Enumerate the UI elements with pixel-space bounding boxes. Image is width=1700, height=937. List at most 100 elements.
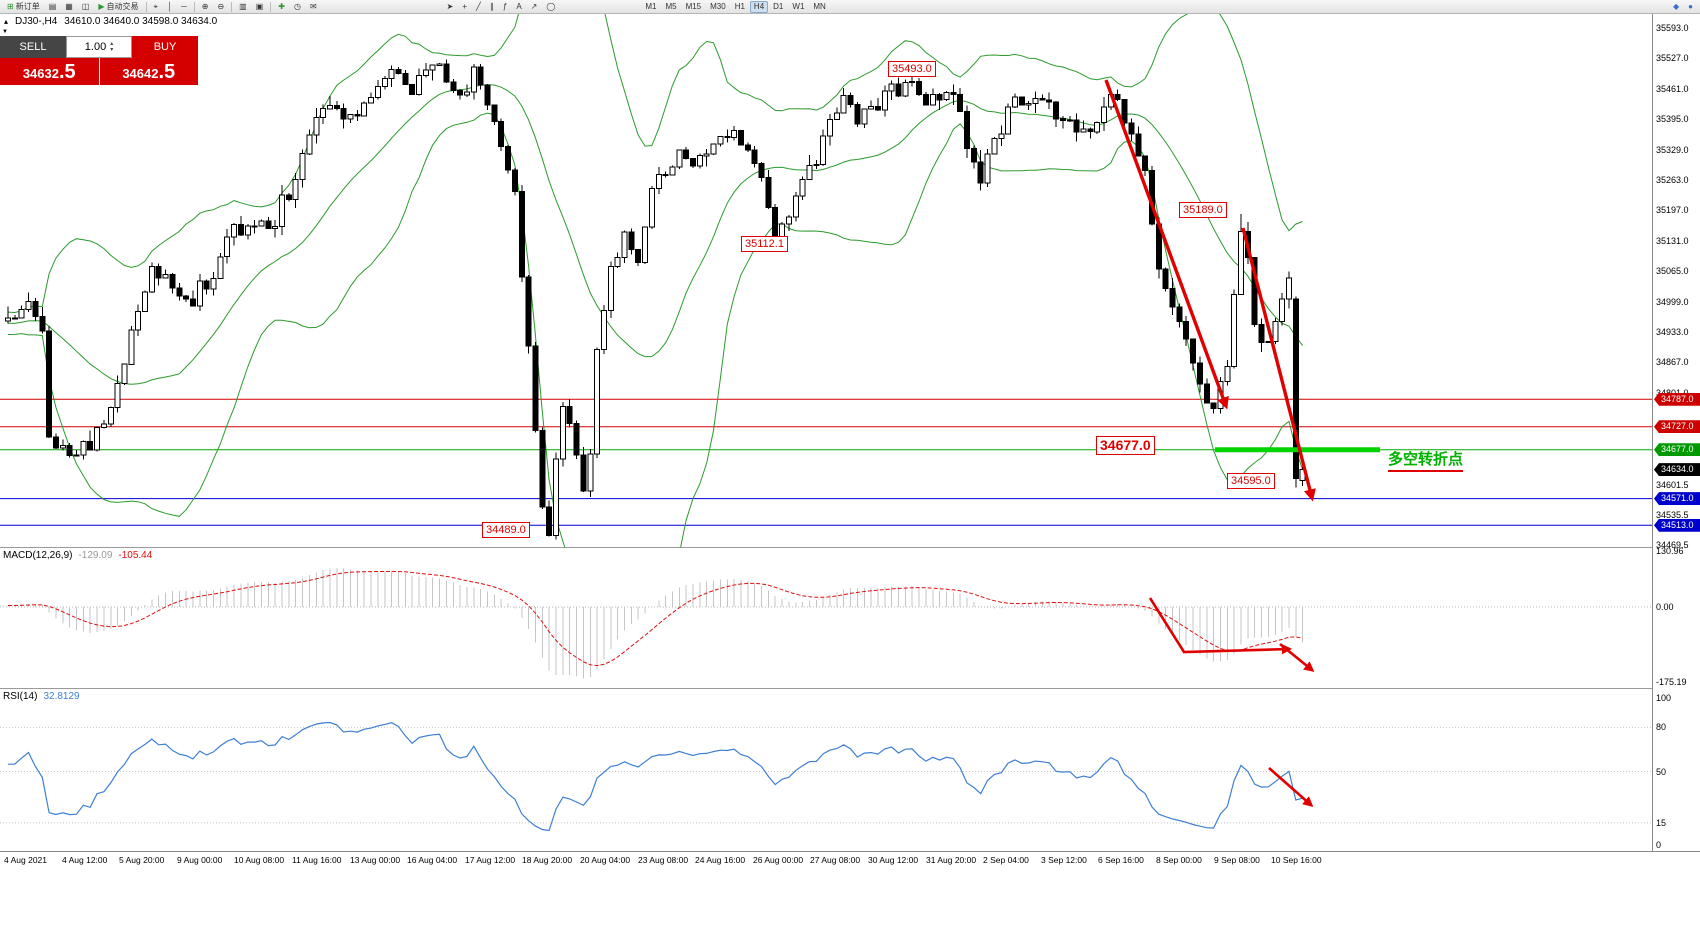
- price-axis[interactable]: 35593.0 35527.0 35461.0 35395.0 35329.0 35263…: [1652, 14, 1700, 851]
- cursor-tool-icon[interactable]: ➤: [443, 1, 458, 13]
- help-icon[interactable]: ●: [1684, 1, 1697, 13]
- zoom-out-icon[interactable]: ⊖: [213, 1, 228, 13]
- zoom-in-icon[interactable]: ⊕: [198, 1, 213, 13]
- mailbox-icon[interactable]: ✉: [306, 1, 321, 13]
- bollinger-upper-band: [7, 14, 1303, 314]
- data-window-icon-glyph: ▦: [65, 1, 73, 11]
- time-label: 23 Aug 08:00: [638, 855, 689, 865]
- cascade-windows-icon-glyph: ▣: [255, 1, 264, 11]
- alerts-icon[interactable]: ◷: [290, 1, 305, 13]
- price-tick-label: 34469.5: [1656, 540, 1689, 551]
- pane-divider[interactable]: [0, 547, 1700, 548]
- zoom-out-icon-glyph: ⊖: [217, 1, 225, 11]
- arrow-tool-icon[interactable]: ↗: [527, 1, 542, 13]
- macd-arrow: [1279, 642, 1315, 672]
- time-label: 3 Sep 12:00: [1041, 855, 1087, 865]
- sell-price-display[interactable]: 34632.5: [0, 58, 99, 85]
- add-indicator-icon-glyph: ✚: [278, 1, 285, 11]
- timeframe-m5[interactable]: M5: [661, 1, 680, 13]
- time-label: 13 Aug 00:00: [350, 855, 401, 865]
- buy-button[interactable]: BUY: [132, 36, 198, 58]
- price-chart-pane[interactable]: [0, 14, 1652, 547]
- time-label: 16 Aug 04:00: [407, 855, 458, 865]
- volume-spinner[interactable]: ▴ ▾: [110, 41, 113, 53]
- new-order-button[interactable]: ⊞ 新订单: [3, 1, 44, 13]
- timeframe-h1[interactable]: H1: [731, 1, 749, 13]
- price-tick-label: 35263.0: [1656, 175, 1689, 185]
- vertical-line-icon[interactable]: │: [163, 1, 176, 13]
- time-label: 31 Aug 20:00: [926, 855, 977, 865]
- price-tag: 34634.0: [1654, 463, 1700, 477]
- cascade-windows-icon[interactable]: ▣: [252, 1, 268, 13]
- trend-arrow: [1241, 227, 1316, 502]
- navigator-icon[interactable]: ◫: [78, 1, 94, 13]
- timeframe-d1[interactable]: D1: [769, 1, 787, 13]
- toolbar-separator: [270, 1, 272, 12]
- text-tool-icon[interactable]: A: [512, 1, 525, 13]
- trendline-tool-icon[interactable]: ╱: [472, 1, 485, 13]
- macd-title: MACD(12,26,9): [3, 550, 73, 561]
- autotrading-button-label: 自动交易: [106, 2, 139, 11]
- macd-signal-line: [8, 570, 1303, 667]
- price-tick-label: 35593.0: [1656, 23, 1689, 33]
- macd-indicator-pane[interactable]: [0, 547, 1652, 688]
- macd-axis-label: 0.00: [1656, 602, 1674, 612]
- volume-field[interactable]: 1.00 ▴ ▾: [66, 36, 132, 58]
- timeframe-mn[interactable]: MN: [809, 1, 829, 13]
- rsi-axis-label: 100: [1656, 693, 1672, 703]
- autotrading-button-glyph: ▶: [98, 1, 105, 11]
- one-click-trading-widget: SELL 1.00 ▴ ▾ BUY 34632.5 34642.5: [0, 36, 198, 85]
- timeframe-h4[interactable]: H4: [749, 0, 769, 13]
- timeframe-m1-label: M1: [645, 2, 657, 11]
- macd-main-value: -129.09: [78, 550, 113, 561]
- timeframe-m15[interactable]: M15: [682, 1, 706, 13]
- market-watch-icon[interactable]: ▤: [45, 1, 61, 13]
- macd-axis-label: -175.19: [1656, 676, 1687, 687]
- macd-histogram: [7, 568, 1304, 679]
- sell-button[interactable]: SELL: [0, 36, 66, 58]
- panel-icon-left[interactable]: ◆: [1669, 1, 1683, 13]
- time-label: 8 Sep 00:00: [1156, 855, 1202, 865]
- tile-windows-icon[interactable]: ▥: [235, 1, 251, 13]
- price-annotation-box: 35189.0: [1179, 202, 1227, 218]
- rsi-axis-label: 80: [1656, 722, 1667, 733]
- time-axis[interactable]: 4 Aug 2021 4 Aug 12:00 5 Aug 20:00 9 Aug 00…: [0, 851, 1700, 867]
- buy-price-display[interactable]: 34642.5: [99, 58, 198, 85]
- pane-divider[interactable]: [0, 688, 1700, 689]
- data-window-icon[interactable]: ▦: [61, 1, 77, 13]
- channel-tool-icon[interactable]: ∥: [486, 1, 498, 13]
- rsi-indicator-pane[interactable]: [0, 688, 1652, 851]
- macd-signal-value: -105.44: [118, 550, 153, 561]
- autotrading-button[interactable]: ▶ 自动交易: [94, 1, 142, 13]
- timeframe-m1[interactable]: M1: [641, 1, 660, 13]
- crosshair-tool-icon[interactable]: +: [458, 1, 471, 13]
- add-indicator-icon[interactable]: ✚: [274, 1, 289, 13]
- crosshair-mode-icon-glyph: ⌖: [153, 1, 159, 11]
- price-annotation-box: 34489.0: [482, 522, 530, 538]
- timeframe-m30[interactable]: M30: [706, 1, 730, 13]
- one-click-collapse-icon[interactable]: ▼: [2, 29, 8, 35]
- macd-label: MACD(12,26,9) -129.09 -105.44: [3, 550, 152, 561]
- new-order-button-label: 新订单: [15, 2, 40, 11]
- new-order-button-glyph: ⊞: [7, 1, 14, 11]
- crosshair-mode-icon[interactable]: ⌖: [150, 1, 163, 13]
- price-tick-label: 34999.0: [1656, 296, 1689, 307]
- toolbar-separator: [231, 1, 233, 12]
- spinner-down-icon[interactable]: ▾: [110, 47, 114, 53]
- vertical-line-icon-glyph: │: [167, 1, 173, 11]
- horizontal-line-icon[interactable]: ─: [177, 1, 191, 13]
- channel-tool-icon-glyph: ∥: [489, 1, 494, 11]
- ohlc-values: 34610.0 34640.0 34598.0 34634.0: [64, 16, 218, 27]
- time-label: 4 Aug 12:00: [62, 855, 108, 865]
- rsi-axis-label: 50: [1656, 766, 1667, 777]
- timeframe-w1[interactable]: W1: [788, 1, 808, 13]
- shapes-tool-icon[interactable]: ◯: [542, 1, 559, 13]
- main-toolbar: ⊞ 新订单 ▤ ▦ ◫ ▶ 自动交易 ⌖ │ ─ ⊕ ⊖ ▥ ▣ ✚ ◷ ✉ ➤ + ╱ ∥ ƒ A ↗ ◯ M1 M5 M15 M30…: [0, 0, 1700, 14]
- price-tick-label: 34601.5: [1656, 479, 1689, 490]
- spinner-up-icon[interactable]: ▴: [110, 41, 114, 47]
- navigator-icon-glyph: ◫: [81, 1, 90, 11]
- fibonacci-tool-icon[interactable]: ƒ: [499, 1, 511, 13]
- crosshair-tool-icon-glyph: +: [462, 1, 468, 11]
- bollinger-middle-band: [7, 84, 1304, 385]
